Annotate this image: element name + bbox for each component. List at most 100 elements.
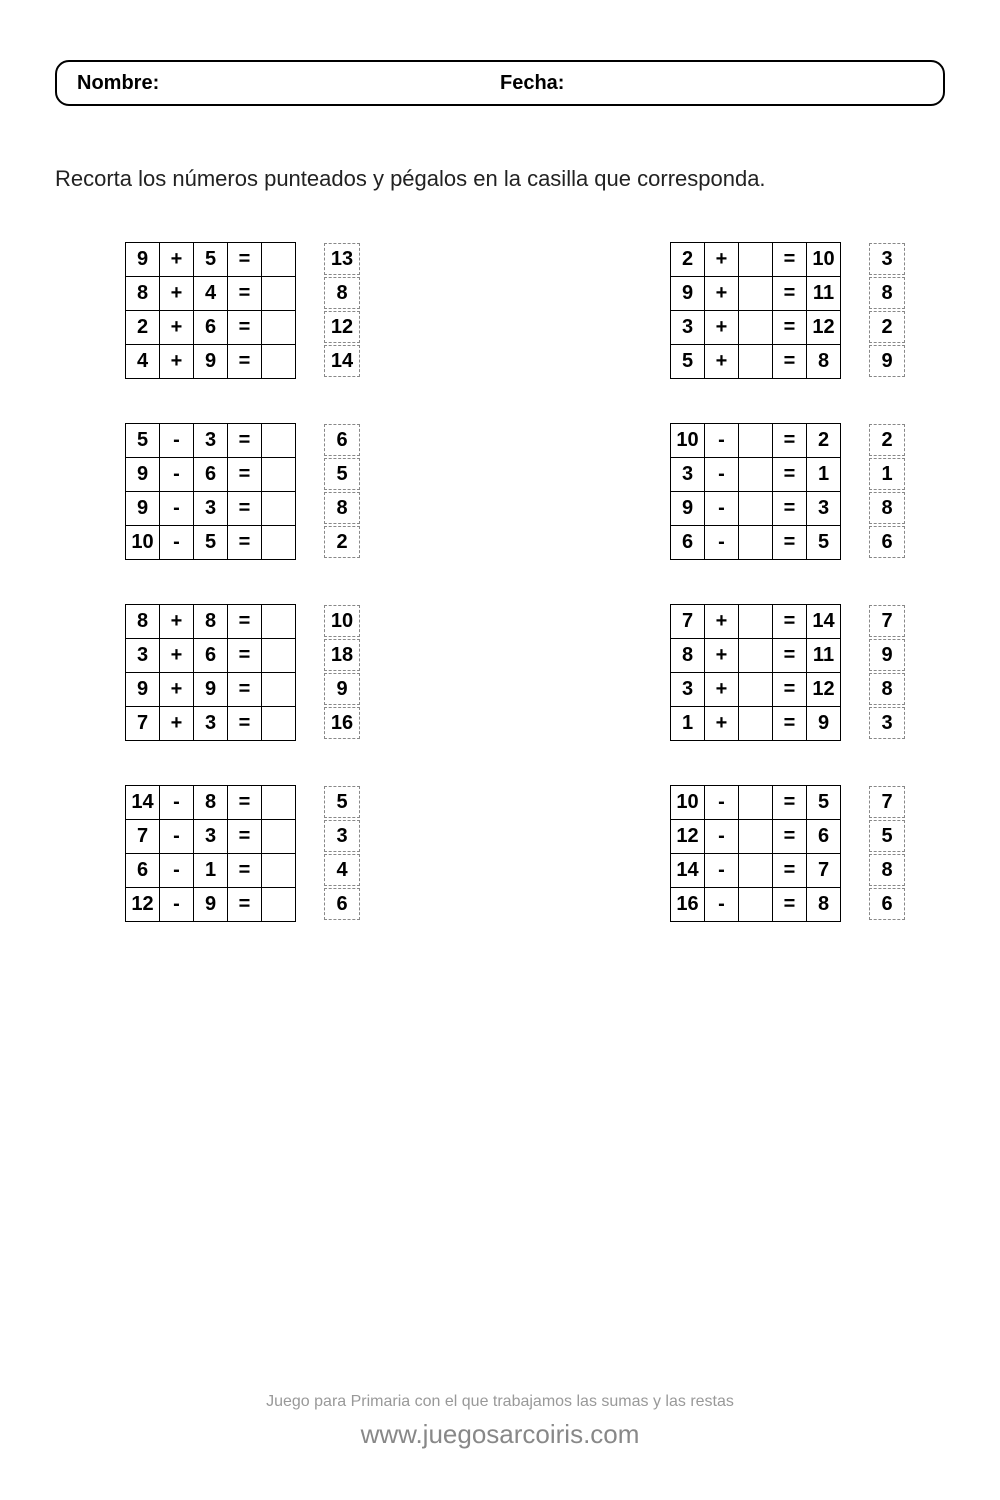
equation-cell: = bbox=[773, 243, 807, 277]
equation-cell: = bbox=[773, 311, 807, 345]
cutout-tile: 6 bbox=[869, 526, 905, 558]
table-row: 9+=11 bbox=[671, 277, 841, 311]
equation-table: 5-3=9-6=9-3=10-5= bbox=[125, 423, 296, 560]
equation-cell: 9 bbox=[126, 243, 160, 277]
equation-cell: 6 bbox=[671, 526, 705, 560]
cutout-tile: 8 bbox=[869, 854, 905, 886]
equation-cell: - bbox=[705, 786, 739, 820]
equation-cell: + bbox=[160, 345, 194, 379]
equation-cell: 3 bbox=[671, 458, 705, 492]
equation-cell: = bbox=[773, 526, 807, 560]
equation-cell: 5 bbox=[194, 526, 228, 560]
equation-cell: 9 bbox=[126, 458, 160, 492]
equation-block: 5-3=9-6=9-3=10-5=6582 bbox=[125, 423, 360, 560]
equation-cell bbox=[739, 492, 773, 526]
table-row: 5+=8 bbox=[671, 345, 841, 379]
equation-cell: = bbox=[773, 424, 807, 458]
block-row: 5-3=9-6=9-3=10-5=658210-=23-=19-=36-=521… bbox=[55, 423, 945, 560]
equation-cell: - bbox=[705, 820, 739, 854]
worksheet-grid: 9+5=8+4=2+6=4+9=13812142+=109+=113+=125+… bbox=[55, 242, 945, 922]
table-row: 10-=5 bbox=[671, 786, 841, 820]
equation-table: 2+=109+=113+=125+=8 bbox=[670, 242, 841, 379]
equation-cell: - bbox=[160, 888, 194, 922]
table-row: 7+=14 bbox=[671, 605, 841, 639]
equation-cell: 6 bbox=[126, 854, 160, 888]
equation-cell bbox=[262, 526, 296, 560]
cutout-tile: 6 bbox=[324, 424, 360, 456]
equation-block: 14-8=7-3=6-1=12-9=5346 bbox=[125, 785, 360, 922]
table-row: 9+9= bbox=[126, 673, 296, 707]
equation-cell bbox=[262, 639, 296, 673]
equation-cell bbox=[262, 786, 296, 820]
equation-cell: + bbox=[160, 243, 194, 277]
equation-cell: = bbox=[773, 492, 807, 526]
equation-table: 8+8=3+6=9+9=7+3= bbox=[125, 604, 296, 741]
equation-block: 7+=148+=113+=121+=97983 bbox=[670, 604, 905, 741]
equation-cell: = bbox=[228, 424, 262, 458]
equation-cell: 12 bbox=[807, 673, 841, 707]
table-row: 9-3= bbox=[126, 492, 296, 526]
equation-cell: = bbox=[228, 639, 262, 673]
table-row: 5-3= bbox=[126, 424, 296, 458]
equation-cell: = bbox=[228, 707, 262, 741]
cutout-tile: 2 bbox=[869, 424, 905, 456]
equation-cell: 3 bbox=[807, 492, 841, 526]
equation-cell: - bbox=[160, 854, 194, 888]
cutout-tile: 10 bbox=[324, 605, 360, 637]
equation-cell: 6 bbox=[194, 458, 228, 492]
equation-cell: = bbox=[228, 345, 262, 379]
equation-cell: = bbox=[773, 277, 807, 311]
equation-cell: + bbox=[160, 673, 194, 707]
equation-cell: = bbox=[228, 492, 262, 526]
equation-cell: 8 bbox=[194, 605, 228, 639]
equation-cell bbox=[262, 424, 296, 458]
equation-cell: - bbox=[705, 424, 739, 458]
equation-cell: 5 bbox=[807, 526, 841, 560]
cutout-tile: 16 bbox=[324, 707, 360, 739]
equation-cell: = bbox=[773, 458, 807, 492]
block-row: 14-8=7-3=6-1=12-9=534610-=512-=614-=716-… bbox=[55, 785, 945, 922]
equation-cell: 2 bbox=[126, 311, 160, 345]
equation-cell: 5 bbox=[126, 424, 160, 458]
cutout-tile: 6 bbox=[869, 888, 905, 920]
equation-cell: = bbox=[773, 673, 807, 707]
equation-cell: = bbox=[773, 888, 807, 922]
equation-cell: + bbox=[705, 639, 739, 673]
cutout-tile: 2 bbox=[324, 526, 360, 558]
equation-cell: 3 bbox=[126, 639, 160, 673]
cutout-column: 1018916 bbox=[324, 605, 360, 739]
equation-cell bbox=[262, 492, 296, 526]
equation-cell: = bbox=[773, 345, 807, 379]
equation-cell bbox=[739, 707, 773, 741]
equation-cell bbox=[739, 639, 773, 673]
equation-table: 14-8=7-3=6-1=12-9= bbox=[125, 785, 296, 922]
equation-cell bbox=[262, 277, 296, 311]
equation-cell: - bbox=[705, 888, 739, 922]
cutout-column: 3829 bbox=[869, 243, 905, 377]
fecha-label: Fecha: bbox=[500, 72, 923, 95]
equation-cell: 9 bbox=[194, 345, 228, 379]
equation-cell: + bbox=[705, 673, 739, 707]
equation-cell: - bbox=[160, 492, 194, 526]
equation-cell bbox=[739, 673, 773, 707]
equation-cell: = bbox=[228, 277, 262, 311]
equation-cell bbox=[739, 311, 773, 345]
equation-cell: 3 bbox=[671, 311, 705, 345]
equation-cell bbox=[262, 673, 296, 707]
equation-cell: 8 bbox=[126, 605, 160, 639]
equation-cell: 9 bbox=[194, 673, 228, 707]
cutout-tile: 2 bbox=[869, 311, 905, 343]
equation-block: 9+5=8+4=2+6=4+9=1381214 bbox=[125, 242, 360, 379]
equation-cell: = bbox=[228, 786, 262, 820]
cutout-tile: 14 bbox=[324, 345, 360, 377]
table-row: 4+9= bbox=[126, 345, 296, 379]
equation-cell: 10 bbox=[671, 786, 705, 820]
equation-cell: 14 bbox=[807, 605, 841, 639]
equation-cell: = bbox=[773, 820, 807, 854]
equation-cell: 7 bbox=[126, 707, 160, 741]
equation-cell bbox=[262, 243, 296, 277]
table-row: 3+=12 bbox=[671, 311, 841, 345]
equation-table: 10-=23-=19-=36-=5 bbox=[670, 423, 841, 560]
equation-cell: = bbox=[228, 673, 262, 707]
equation-block: 2+=109+=113+=125+=8 3829 bbox=[670, 242, 905, 379]
